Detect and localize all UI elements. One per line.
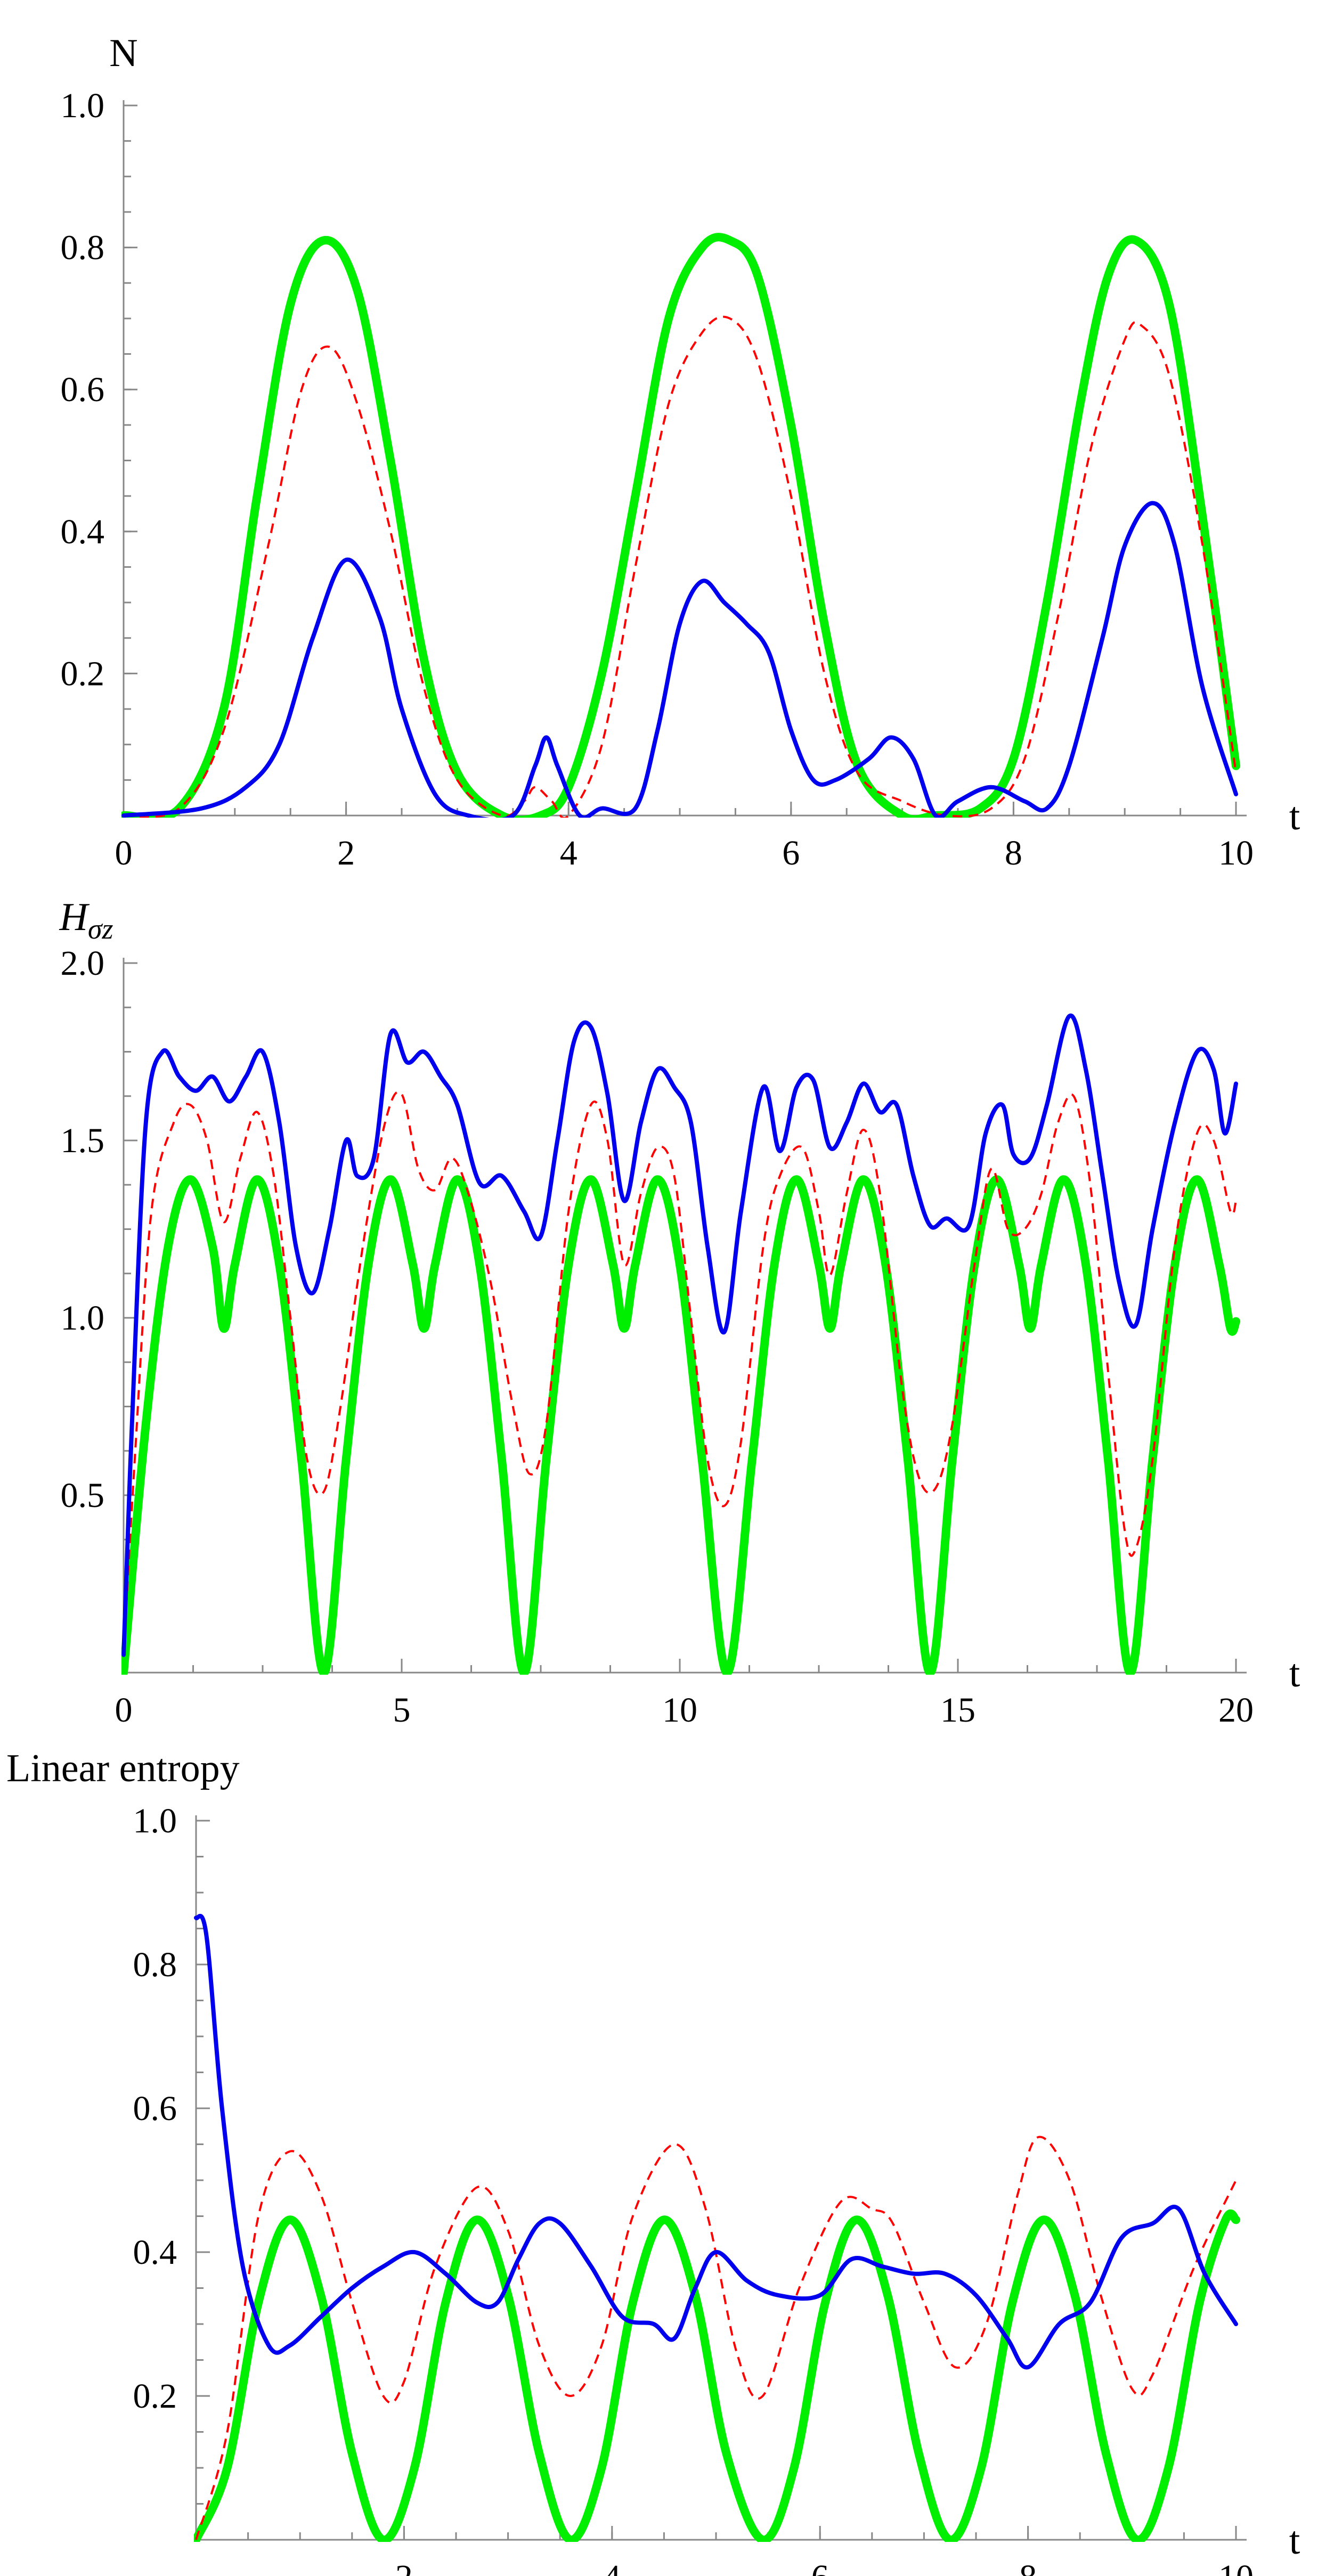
x-tick-label: 8 <box>1019 2558 1037 2576</box>
x-axis-label: t <box>1289 795 1300 838</box>
y-tick-label: 0.8 <box>133 1945 177 1984</box>
x-tick-label: 6 <box>811 2558 829 2576</box>
y-tick-label: 2.0 <box>61 944 105 983</box>
x-tick-label: 0 <box>115 834 133 873</box>
x-tick-label: 5 <box>393 1691 411 1730</box>
x-tick-label: 4 <box>603 2558 621 2576</box>
panel-n-vs-t: 0 2 4 6 8 10 0.2 0.4 0.6 0.8 1.0 t N <box>61 31 1300 873</box>
x-tick-label: 2 <box>337 834 355 873</box>
x-tick-label: 10 <box>1218 834 1254 873</box>
y-tick-label: 1.0 <box>61 86 105 125</box>
y-tick-label: 1.0 <box>61 1299 105 1338</box>
panel-linear-entropy-vs-t: 2 4 6 8 10 0.2 0.4 0.6 0.8 1.0 t Linear entropy <box>6 1747 1300 2576</box>
x-tick-label: 10 <box>1218 2558 1254 2576</box>
series-line-green <box>194 2209 1240 2542</box>
y-tick-label: 0.5 <box>61 1476 105 1515</box>
x-tick-label: 2 <box>395 2558 413 2576</box>
panel-h-sigma-z-vs-t: 0 5 10 15 20 0.5 1.0 1.5 2.0 t Hσz <box>59 895 1300 1730</box>
series-line-blue <box>121 1013 1238 1657</box>
x-tick-label: 4 <box>560 834 578 873</box>
series-line-red-dashed <box>123 1090 1237 1655</box>
y-tick-label: 1.5 <box>61 1121 105 1160</box>
y-axis-label: N <box>109 31 137 75</box>
series-line-blue <box>121 501 1238 818</box>
y-tick-label: 0.2 <box>133 2377 177 2416</box>
series-line-green <box>121 1175 1240 1675</box>
y-tick-label: 0.4 <box>133 2233 177 2272</box>
x-tick-label: 0 <box>115 1691 133 1730</box>
x-axis-label: t <box>1289 2519 1300 2563</box>
y-axis-label: Linear entropy <box>6 1747 240 1790</box>
y-tick-label: 0.2 <box>61 654 105 693</box>
series-line-green <box>121 233 1240 818</box>
y-axis-label: Hσz <box>59 895 113 945</box>
y-tick-label: 0.6 <box>61 370 105 409</box>
y-tick-label: 0.6 <box>133 2089 177 2128</box>
y-tick-label: 0.8 <box>61 229 105 267</box>
series-line-red-dashed <box>123 315 1237 818</box>
x-tick-label: 20 <box>1218 1691 1254 1730</box>
x-tick-label: 8 <box>1005 834 1022 873</box>
series-line-blue <box>194 1913 1238 2370</box>
x-tick-label: 15 <box>940 1691 975 1730</box>
x-axis-label: t <box>1289 1652 1300 1695</box>
y-tick-label: 0.4 <box>61 512 105 551</box>
series-line-red-dashed <box>195 2135 1237 2540</box>
x-tick-label: 6 <box>782 834 800 873</box>
y-tick-label: 1.0 <box>133 1801 177 1840</box>
x-tick-label: 10 <box>662 1691 697 1730</box>
